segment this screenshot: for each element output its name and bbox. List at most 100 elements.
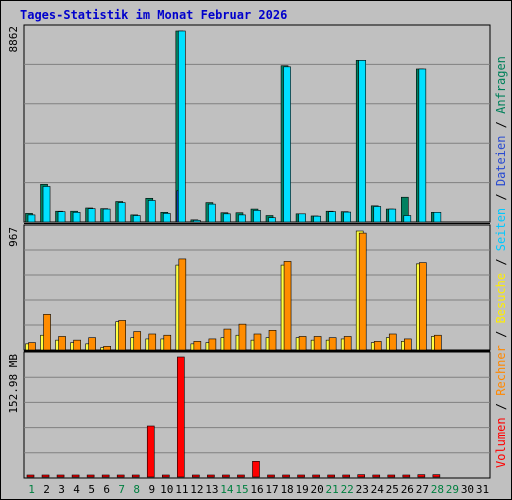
x-tick-label-day-22: 22: [341, 483, 354, 496]
bar-rechner-day-24: [373, 341, 382, 351]
x-tick-label-day-10: 10: [160, 483, 173, 496]
bar-volumen-day-12: [192, 474, 200, 478]
bar-rechner-day-21: [328, 337, 337, 351]
bar-volumen-day-17: [267, 474, 275, 478]
bar-volumen-day-16: [252, 461, 260, 478]
x-tick-label-day-27: 27: [416, 483, 429, 496]
bar-volumen-day-9: [146, 425, 155, 478]
x-tick-label-day-20: 20: [311, 483, 324, 496]
bar-seiten-day-23: [358, 60, 367, 223]
bar-seiten-day-2: [42, 186, 51, 223]
bar-rechner-day-20: [313, 336, 322, 351]
bar-volumen-day-22: [342, 474, 350, 478]
x-tick-label-day-8: 8: [133, 483, 140, 496]
bar-rechner-day-11: [178, 258, 187, 351]
bar-seiten-day-6: [102, 208, 111, 223]
bar-rechner-day-13: [208, 338, 217, 351]
x-tick-label-day-5: 5: [88, 483, 95, 496]
x-tick-label-day-24: 24: [371, 483, 385, 496]
bar-volumen-day-7: [116, 474, 125, 478]
x-tick-label-day-17: 17: [265, 483, 278, 496]
x-tick-label-day-23: 23: [356, 483, 369, 496]
chart-legend: Volumen / Rechner / Besuche / Seiten / D…: [494, 56, 508, 468]
bar-rechner-day-6: [103, 346, 111, 351]
x-tick-label-day-26: 26: [401, 483, 414, 496]
x-tick-label-day-31: 31: [476, 483, 489, 496]
x-tick-label-day-25: 25: [386, 483, 399, 496]
bar-seiten-day-21: [328, 211, 336, 223]
bar-rechner-day-4: [73, 339, 81, 351]
x-tick-label-day-4: 4: [73, 483, 80, 496]
bar-volumen-day-13: [207, 474, 215, 478]
bar-rechner-day-26: [404, 338, 412, 351]
bar-volumen-day-23: [357, 474, 366, 478]
bar-seiten-day-16: [253, 210, 261, 223]
bar-volumen-day-10: [161, 474, 170, 478]
bar-volumen-day-21: [327, 474, 335, 478]
x-tick-label-day-7: 7: [118, 483, 125, 496]
x-tick-label-day-14: 14: [220, 483, 234, 496]
x-tick-label-day-29: 29: [446, 483, 459, 496]
legend-separator: /: [494, 113, 508, 136]
bar-seiten-day-15: [238, 214, 246, 223]
bar-volumen-day-11: [177, 356, 185, 478]
bar-volumen-day-27: [417, 474, 426, 478]
bar-rechner-day-15: [238, 323, 247, 351]
bar-rechner-day-27: [419, 262, 427, 351]
legend-separator: /: [494, 395, 508, 418]
legend-item-seiten: Seiten: [494, 207, 508, 252]
legend-item-dateien: Dateien: [494, 135, 508, 187]
bar-rechner-day-25: [388, 333, 397, 351]
bar-seiten-day-5: [87, 208, 96, 223]
panel-3-area: [23, 351, 491, 479]
bar-volumen-day-15: [237, 474, 245, 478]
bar-seiten-day-24: [373, 206, 382, 223]
bar-rechner-day-10: [163, 334, 172, 351]
bar-seiten-day-9: [147, 200, 156, 223]
bar-rechner-day-1: [28, 342, 36, 351]
bar-volumen-day-2: [41, 474, 50, 478]
bar-seiten-day-11: [178, 30, 186, 223]
bar-seiten-day-14: [223, 213, 231, 223]
bar-volumen-day-8: [131, 474, 140, 478]
y-axis-max-label-1: 8862: [7, 26, 20, 53]
bar-rechner-day-19: [298, 336, 307, 351]
x-tick-label-day-16: 16: [250, 483, 263, 496]
bar-rechner-day-18: [283, 261, 292, 351]
legend-item-volumen: Volumen: [494, 417, 508, 468]
bar-seiten-day-1: [27, 214, 36, 223]
x-tick-label-day-12: 12: [190, 483, 203, 496]
bar-volumen-day-3: [56, 474, 65, 478]
bar-volumen-day-1: [26, 474, 35, 478]
y-axis-max-label-2: 967: [7, 227, 20, 247]
bar-volumen-day-19: [297, 474, 305, 478]
bar-seiten-day-7: [117, 202, 126, 223]
bar-volumen-day-6: [101, 474, 110, 478]
bar-volumen-day-26: [402, 474, 411, 478]
bar-rechner-day-28: [434, 334, 442, 351]
bar-seiten-day-3: [57, 211, 66, 223]
bar-seiten-day-17: [268, 217, 276, 223]
bar-seiten-day-4: [72, 212, 81, 223]
x-tick-label-day-21: 21: [326, 483, 339, 496]
bar-volumen-day-5: [86, 474, 95, 478]
bar-seiten-day-10: [162, 213, 171, 223]
bar-volumen-day-20: [312, 474, 320, 478]
bar-seiten-day-27: [418, 68, 427, 223]
bar-volumen-day-4: [71, 474, 80, 478]
legend-separator: /: [494, 186, 508, 208]
bar-seiten-day-12: [193, 219, 201, 223]
x-tick-label-day-13: 13: [205, 483, 218, 496]
panel-1-area: [23, 24, 491, 223]
bar-seiten-day-13: [208, 203, 216, 223]
x-tick-label-day-6: 6: [103, 483, 110, 496]
bar-rechner-day-8: [133, 331, 142, 351]
bar-seiten-day-20: [313, 215, 321, 223]
bar-seiten-day-8: [132, 215, 141, 223]
bar-seiten-day-22: [343, 211, 351, 223]
bar-rechner-day-16: [253, 333, 262, 351]
bar-seiten-day-28: [433, 212, 442, 223]
x-tick-label-day-1: 1: [28, 483, 35, 496]
bar-seiten-day-19: [298, 213, 306, 223]
